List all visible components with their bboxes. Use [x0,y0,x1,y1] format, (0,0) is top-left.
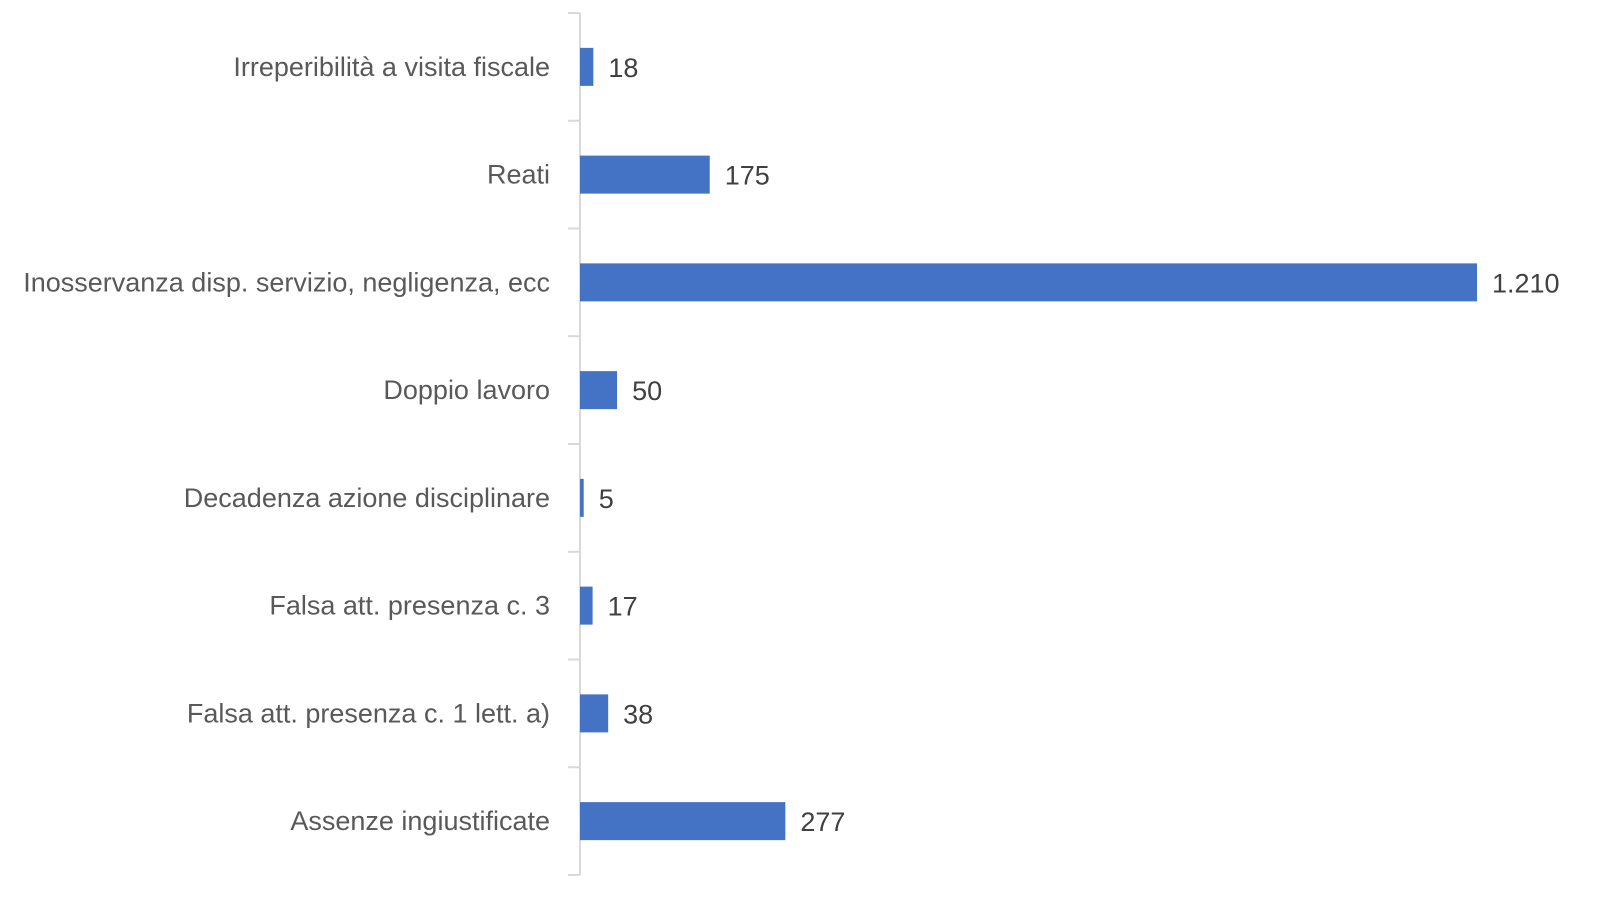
data-label: 1.210 [1492,268,1560,298]
category-label: Inosservanza disp. servizio, negligenza,… [23,267,550,297]
category-label: Doppio lavoro [383,375,550,405]
category-labels: Irreperibilità a visita fiscale Reati Inos… [23,52,550,836]
value-labels: 18 175 1.210 50 5 17 38 277 [599,53,1560,837]
data-label: 38 [623,699,653,729]
data-label: 50 [632,376,662,406]
category-label: Falsa att. presenza c. 3 [269,591,550,621]
bars-layer [580,47,1477,841]
data-label: 277 [800,807,845,837]
data-label: 18 [608,53,638,83]
axis-layer [568,12,581,876]
bar[interactable] [580,802,786,841]
category-label: Assenze ingiustificate [290,806,550,836]
data-label: 17 [608,592,638,622]
category-label: Decadenza azione disciplinare [184,483,550,513]
bar[interactable] [580,694,609,733]
bar[interactable] [580,371,618,410]
bar[interactable] [580,586,593,625]
bar[interactable] [580,263,1477,302]
bar[interactable] [580,47,594,86]
category-label: Irreperibilità a visita fiscale [233,52,550,82]
category-label: Reati [487,160,550,190]
bar[interactable] [580,155,710,194]
bar[interactable] [580,478,584,517]
data-label: 175 [725,161,770,191]
data-label: 5 [599,484,614,514]
category-label: Falsa att. presenza c. 1 lett. a) [187,698,550,728]
